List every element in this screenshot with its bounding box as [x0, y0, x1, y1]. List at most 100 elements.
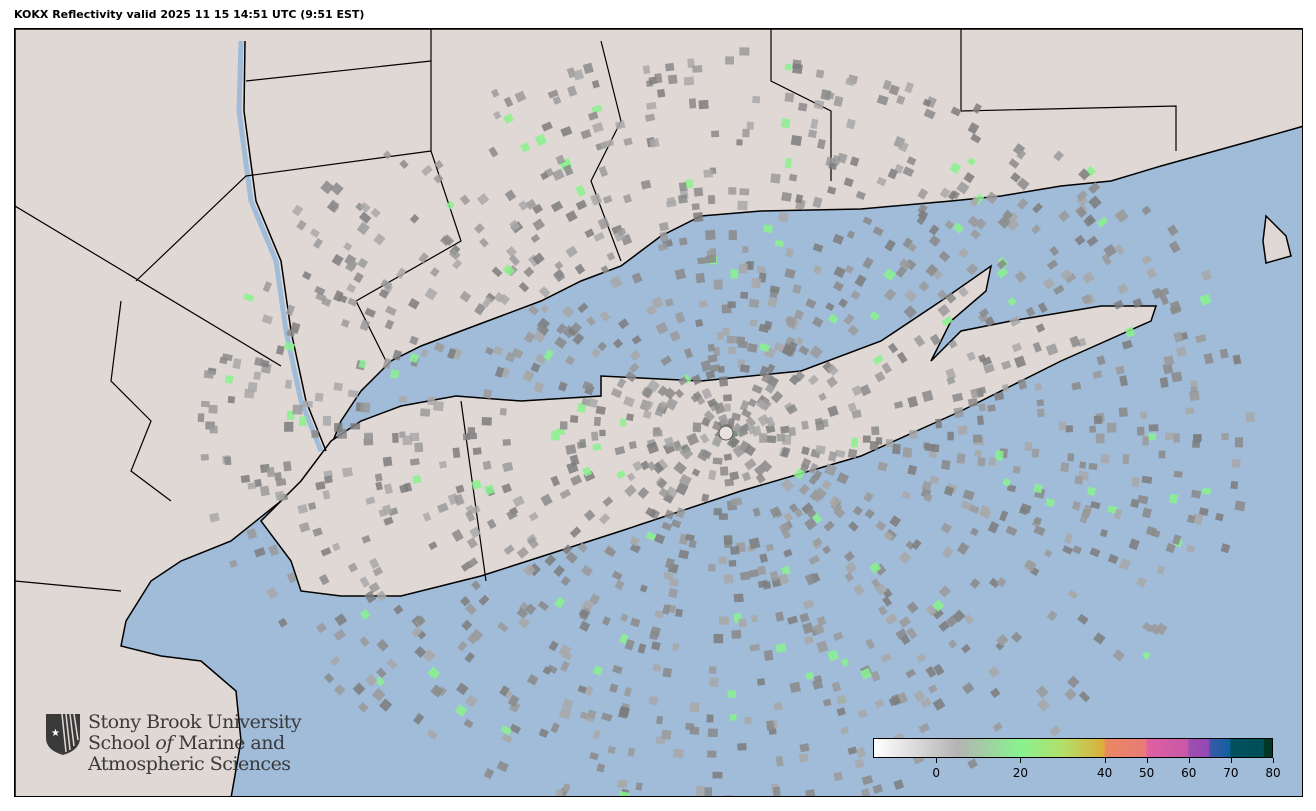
- echo-pixel: [503, 544, 515, 556]
- echo-pixel: [1024, 559, 1037, 572]
- echo-pixel: [898, 141, 909, 153]
- echo-pixel: [364, 307, 376, 318]
- echo-pixel: [844, 561, 858, 575]
- echo-pixel: [1064, 272, 1077, 284]
- radar-map[interactable]: [14, 28, 1303, 797]
- echo-pixel: [554, 261, 564, 271]
- echo-pixel: [759, 553, 769, 563]
- echo-pixel: [334, 423, 343, 432]
- echo-pixel: [805, 671, 815, 681]
- echo-pixel: [346, 283, 357, 294]
- echo-pixel: [860, 667, 872, 680]
- colorbar: [873, 738, 1273, 758]
- echo-pixel: [883, 288, 897, 301]
- echo-pixel: [1115, 208, 1129, 223]
- echo-pixel: [789, 503, 799, 513]
- echo-pixel: [343, 241, 353, 252]
- echo-pixel: [1093, 415, 1103, 425]
- echo-pixel: [448, 248, 461, 261]
- echo-pixel: [748, 398, 758, 408]
- echo-pixel: [505, 246, 518, 258]
- echo-pixel: [711, 130, 720, 138]
- echo-pixel: [501, 733, 513, 744]
- echo-pixel: [382, 150, 392, 160]
- echo-pixel: [928, 234, 941, 247]
- echo-pixel: [728, 230, 737, 240]
- echo-pixel: [465, 510, 476, 523]
- echo-pixel: [748, 298, 760, 309]
- echo-pixel: [345, 260, 357, 273]
- echo-pixel: [612, 664, 623, 675]
- echo-pixel: [864, 508, 875, 519]
- echo-pixel: [924, 443, 935, 452]
- echo-pixel: [503, 113, 515, 124]
- echo-pixel: [784, 316, 795, 326]
- echo-pixel: [658, 221, 670, 232]
- echo-pixel: [781, 528, 792, 540]
- echo-pixel: [494, 366, 505, 378]
- echo-pixel: [968, 504, 980, 514]
- echo-pixel: [713, 346, 721, 357]
- echo-pixel: [200, 453, 209, 461]
- echo-pixel: [992, 722, 1003, 732]
- echo-pixel: [409, 353, 420, 363]
- echo-pixel: [766, 363, 776, 375]
- echo-pixel: [560, 575, 571, 587]
- echo-pixel: [1065, 425, 1073, 433]
- echo-pixel: [683, 76, 695, 86]
- echo-pixel: [775, 755, 784, 767]
- echo-pixel: [649, 137, 660, 148]
- echo-pixel: [967, 758, 979, 770]
- echo-pixel: [620, 613, 629, 622]
- echo-pixel: [1198, 507, 1209, 516]
- echo-pixel: [689, 702, 700, 713]
- echo-pixel: [824, 463, 838, 477]
- echo-pixel: [579, 620, 591, 632]
- echo-pixel: [948, 339, 958, 349]
- echo-pixel: [646, 305, 657, 316]
- echo-pixel: [672, 642, 680, 652]
- echo-pixel: [853, 583, 865, 596]
- echo-pixel: [897, 691, 909, 704]
- echo-pixel: [1159, 376, 1169, 389]
- echo-pixel: [629, 543, 641, 554]
- echo-pixel: [275, 478, 287, 487]
- echo-pixel: [996, 259, 1007, 270]
- echo-pixel: [648, 695, 659, 706]
- echo-pixel: [274, 490, 285, 501]
- echo-pixel: [758, 365, 769, 378]
- echo-pixel: [530, 233, 541, 244]
- echo-pixel: [758, 342, 771, 353]
- echo-pixel: [712, 771, 723, 779]
- echo-pixel: [577, 684, 588, 694]
- echo-pixel: [736, 139, 743, 146]
- echo-pixel: [1185, 407, 1195, 415]
- echo-pixel: [330, 655, 341, 667]
- echo-pixel: [648, 76, 657, 85]
- echo-pixel: [884, 239, 896, 252]
- echo-pixel: [1032, 341, 1043, 353]
- echo-pixel: [906, 156, 917, 166]
- echo-pixel: [935, 418, 943, 429]
- echo-pixel: [553, 269, 566, 283]
- echo-pixel: [393, 604, 404, 615]
- echo-pixel: [956, 452, 966, 464]
- echo-pixel: [623, 193, 632, 204]
- echo-pixel: [877, 461, 888, 472]
- echo-pixel: [619, 418, 627, 427]
- echo-pixel: [598, 513, 611, 525]
- echo-pixel: [731, 422, 742, 433]
- echo-pixel: [283, 460, 292, 472]
- echo-pixel: [872, 226, 884, 237]
- echo-pixel: [987, 666, 1000, 678]
- echo-pixel: [699, 433, 710, 444]
- echo-pixel: [871, 578, 881, 588]
- echo-pixel: [1002, 478, 1011, 487]
- echo-pixel: [756, 265, 766, 274]
- echo-pixel: [364, 673, 378, 687]
- echo-pixel: [755, 399, 767, 410]
- echo-pixel: [675, 608, 683, 618]
- echo-pixel: [876, 94, 889, 106]
- echo-pixel: [426, 729, 439, 740]
- echo-pixel: [847, 324, 860, 336]
